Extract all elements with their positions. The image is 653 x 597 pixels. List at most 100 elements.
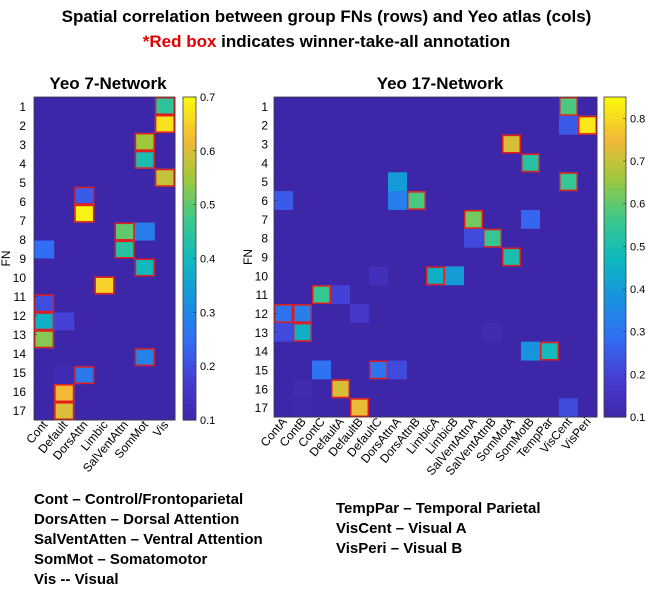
- winner-box: [74, 204, 95, 223]
- colorbar-segment: [183, 355, 196, 362]
- heatmap-cell: [483, 134, 503, 154]
- heatmap-cell: [34, 276, 55, 295]
- heatmap-cell: [426, 360, 446, 380]
- heatmap-cell: [369, 266, 389, 286]
- heatmap-cell: [312, 191, 332, 211]
- colorbar-segment: [604, 342, 626, 349]
- heatmap-cell: [293, 209, 313, 230]
- colorbar-segment: [604, 337, 626, 343]
- heatmap-cell: [445, 134, 465, 154]
- heatmap-cell: [74, 366, 95, 385]
- heatmap-cell: [445, 228, 465, 249]
- heatmap-cell: [34, 240, 55, 259]
- heatmap-cell: [502, 398, 522, 418]
- heatmap-cell: [293, 228, 313, 249]
- colorbar-segment: [604, 107, 626, 114]
- colorbar-segment: [604, 305, 626, 311]
- winner-box: [154, 168, 176, 187]
- colorbar-segment: [183, 269, 196, 276]
- heatmap-cell: [34, 366, 55, 385]
- heatmap-cell: [388, 285, 408, 305]
- heatmap-cell: [369, 153, 389, 173]
- heatmap-cell: [274, 247, 294, 267]
- colorbar-segment: [604, 203, 626, 210]
- heatmap-cell: [483, 285, 503, 305]
- heatmap-cell: [54, 114, 75, 134]
- colorbar-label: 0.8: [630, 113, 645, 125]
- winner-box: [154, 97, 176, 115]
- colorbar-segment: [183, 193, 196, 200]
- heatmap-cell: [274, 379, 294, 399]
- heatmap-cell: [134, 150, 156, 170]
- heatmap-cell: [540, 172, 560, 192]
- colorbar-segment: [183, 150, 196, 157]
- heatmap-cell: [464, 191, 484, 211]
- colorbar-segment: [604, 230, 626, 237]
- heatmap-cell: [34, 222, 55, 242]
- colorbar-label: 0.7: [630, 156, 645, 168]
- colorbar-segment: [604, 374, 626, 381]
- heatmap-cell: [407, 304, 427, 324]
- row-label: 2: [261, 119, 268, 133]
- heatmap-cell: [74, 384, 95, 403]
- heatmap-cell: [426, 115, 446, 136]
- winner-box: [521, 153, 540, 173]
- heatmap-cell: [502, 379, 522, 399]
- heatmap-cell: [502, 285, 522, 305]
- colorbar-label: 0.2: [200, 361, 215, 373]
- heatmap-cell: [502, 209, 522, 230]
- heatmap-cell: [94, 258, 116, 277]
- heatmap-cell: [312, 304, 332, 324]
- heatmap-cell: [483, 228, 503, 249]
- heatmap-cell: [134, 348, 156, 367]
- heatmap-cell: [274, 304, 294, 324]
- heatmap-cell: [274, 134, 294, 154]
- heatmap-cell: [74, 114, 95, 134]
- heatmap-cell: [74, 204, 95, 224]
- heatmap-cell: [331, 134, 351, 154]
- heatmap-cell: [388, 134, 408, 154]
- heatmap-cell: [578, 97, 598, 117]
- heatmap-cell: [293, 398, 313, 418]
- heatmap-cell: [388, 115, 408, 136]
- heatmap-cell: [34, 402, 55, 421]
- heatmap-cell: [407, 398, 427, 418]
- row-label: 13: [13, 328, 27, 342]
- heatmap-cell: [293, 97, 313, 117]
- heatmap-cell: [331, 97, 351, 117]
- heatmap-cell: [154, 258, 176, 277]
- heatmap-cell: [502, 247, 522, 267]
- heatmap-cell: [312, 266, 332, 286]
- colorbar-segment: [183, 107, 196, 114]
- colorbar-label: 0.5: [200, 200, 215, 212]
- heatmap-cell: [114, 114, 136, 134]
- colorbar-segment: [183, 183, 196, 190]
- heatmap-cell: [274, 115, 294, 136]
- heatmap-cell: [464, 115, 484, 136]
- heatmap-cell: [114, 150, 136, 170]
- colorbar-segment: [183, 215, 196, 222]
- heatmap-cell: [34, 97, 55, 116]
- heatmap-cell: [293, 247, 313, 267]
- colorbar-segment: [183, 97, 196, 103]
- heatmap-cell: [369, 341, 389, 362]
- heatmap-cell: [94, 204, 116, 224]
- heatmap-cell: [114, 132, 136, 152]
- heatmap-cell: [331, 191, 351, 211]
- heatmap-cell: [114, 330, 136, 349]
- heatmap-cell: [559, 266, 579, 286]
- winner-box: [34, 330, 55, 349]
- heatmap-cell: [445, 115, 465, 136]
- heatmap-cell: [331, 379, 351, 399]
- heatmap-cell: [521, 398, 541, 418]
- heatmap-cell: [502, 134, 522, 154]
- heatmap-cell: [464, 228, 484, 249]
- heatmap-cell: [369, 191, 389, 211]
- colorbar-segment: [604, 278, 626, 285]
- winner-box: [350, 398, 369, 418]
- row-label: 14: [255, 345, 269, 359]
- heatmap-cell: [350, 228, 370, 249]
- heatmap-cell: [54, 204, 75, 224]
- heatmap-cell: [293, 379, 313, 399]
